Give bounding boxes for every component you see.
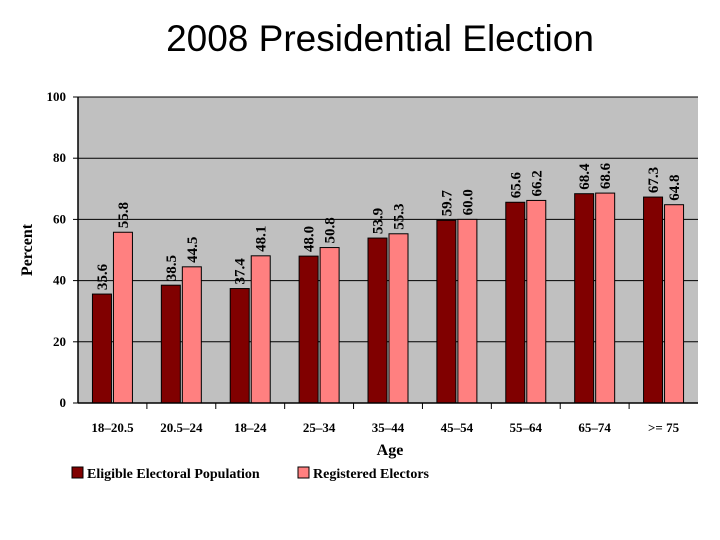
bar — [181, 266, 202, 404]
y-tick-label: 80 — [53, 150, 66, 165]
bar — [91, 293, 112, 404]
x-tick-label: 20.5–24 — [160, 420, 203, 435]
data-label: 60.0 — [460, 189, 476, 215]
data-label: 68.4 — [577, 163, 593, 190]
data-label: 66.2 — [529, 170, 545, 196]
legend: Eligible Electoral Population Registered … — [71, 466, 430, 482]
bar — [436, 219, 457, 404]
data-label: 44.5 — [185, 237, 201, 263]
x-tick-label: 65–74 — [578, 420, 611, 435]
legend-swatch — [297, 466, 310, 479]
x-tick-label: >= 75 — [648, 420, 680, 435]
legend-label: Eligible Electoral Population — [87, 467, 260, 482]
data-label: 55.8 — [116, 202, 132, 228]
x-tick-label: 25–34 — [303, 420, 336, 435]
x-tick-label: 45–54 — [441, 420, 474, 435]
bar — [250, 255, 271, 404]
x-tick-label: 35–44 — [372, 420, 405, 435]
bar — [643, 196, 664, 404]
axes — [73, 96, 698, 409]
data-label: 65.6 — [508, 172, 524, 199]
x-axis-title: Age — [377, 442, 404, 459]
bar — [574, 193, 595, 404]
bars — [91, 192, 685, 404]
bar — [112, 231, 133, 404]
y-tick-label: 100 — [47, 89, 67, 104]
data-label: 67.3 — [646, 167, 662, 193]
plot-background — [78, 97, 698, 403]
bar — [664, 204, 685, 404]
y-axis-title: Percent — [19, 223, 36, 276]
x-tick-label: 18–24 — [234, 420, 267, 435]
y-tick-labels: 0 20 40 60 80 100 — [47, 89, 67, 410]
bar — [505, 201, 526, 404]
data-label: 64.8 — [667, 174, 683, 200]
bar — [229, 288, 250, 404]
x-tick-label: 18–20.5 — [91, 420, 134, 435]
data-label: 37.4 — [233, 258, 249, 285]
data-label: 48.0 — [302, 226, 318, 252]
bar — [160, 284, 181, 404]
y-tick-label: 40 — [53, 273, 66, 288]
data-label: 35.6 — [95, 263, 111, 290]
legend-swatch — [71, 466, 84, 479]
bar — [298, 255, 319, 404]
data-label: 50.8 — [323, 217, 339, 243]
data-label: 48.1 — [254, 226, 270, 252]
bar — [457, 218, 478, 404]
slide-title: 2008 Presidential Election — [166, 18, 594, 59]
data-label: 55.3 — [392, 204, 408, 230]
bar — [595, 192, 616, 404]
data-label: 38.5 — [164, 255, 180, 281]
legend-label: Registered Electors — [313, 467, 430, 482]
x-tick-label: 55–64 — [510, 420, 543, 435]
data-labels: 35.6 55.8 38.5 44.5 37.4 48.1 48.0 50.8 53.9 55.3… — [95, 162, 683, 290]
y-tick-label: 0 — [60, 395, 67, 410]
bar — [367, 237, 388, 404]
y-tick-label: 20 — [53, 334, 66, 349]
data-label: 68.6 — [598, 162, 614, 189]
bar — [319, 247, 340, 404]
x-tick-labels: 18–20.5 20.5–24 18–24 25–34 35–44 45–54 55–64 6… — [91, 420, 679, 435]
y-tick-label: 60 — [53, 211, 66, 226]
data-label: 59.7 — [439, 190, 455, 217]
data-label: 53.9 — [371, 208, 387, 234]
bar — [388, 233, 409, 404]
bar — [526, 199, 547, 404]
